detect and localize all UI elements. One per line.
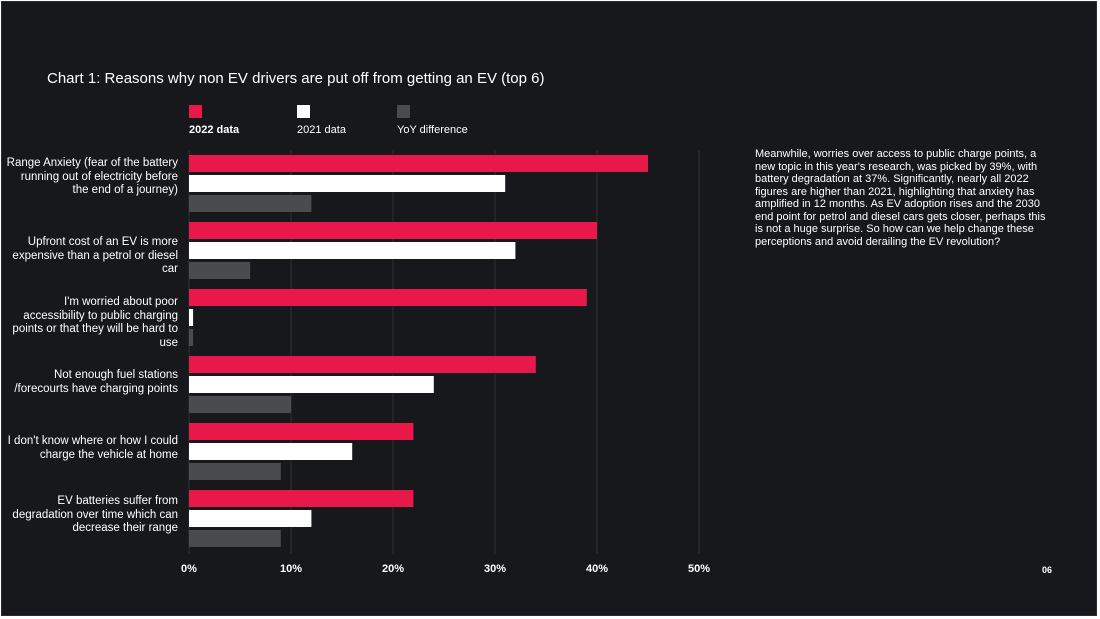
legend-label-2022: 2022 data [189, 124, 240, 136]
bar-2021 [189, 175, 506, 192]
legend-label-yoy: YoY difference [397, 124, 468, 136]
category-label-battery-degradation: EV batteries suffer from degradation ove… [12, 495, 178, 534]
bar-2021 [189, 309, 194, 326]
x-tick-label: 10% [280, 563, 302, 575]
legend-swatch-2021 [297, 105, 310, 118]
legend-swatch-yoy [397, 105, 410, 118]
bar-yoy [189, 530, 281, 547]
x-axis-ticks: 0% 10% 20% 30% 40% 50% [181, 563, 710, 575]
bars [189, 155, 648, 547]
legend-swatch-2022 [189, 105, 202, 118]
bar-2022 [189, 289, 587, 306]
bar-2021 [189, 376, 434, 393]
bar-yoy [189, 396, 291, 413]
x-tick-label: 20% [382, 563, 404, 575]
x-tick-label: 30% [484, 563, 506, 575]
bar-yoy [189, 329, 194, 346]
bar-2022 [189, 423, 414, 440]
x-tick-label: 40% [586, 563, 608, 575]
legend-item-2021: 2021 data [297, 105, 346, 136]
page-number: 06 [1042, 565, 1053, 575]
bar-2022 [189, 222, 597, 239]
category-label-public-charging: I'm worried about poor accessibility to … [12, 296, 178, 349]
category-label-range-anxiety: Range Anxiety (fear of the battery runni… [6, 157, 178, 196]
legend-item-yoy: YoY difference [397, 105, 468, 136]
bar-yoy [189, 463, 281, 480]
category-label-home-charging: I don't know where or how I could charge… [7, 435, 178, 461]
legend-label-2021: 2021 data [297, 124, 346, 136]
category-label-upfront-cost: Upfront cost of an EV is more expensive … [12, 236, 178, 275]
body-text: Meanwhile, worries over access to public… [755, 148, 1046, 248]
legend-item-2022: 2022 data [189, 105, 239, 136]
gridlines [188, 150, 700, 554]
bar-yoy [189, 262, 251, 279]
bar-2022 [189, 490, 414, 507]
x-tick-label: 50% [688, 563, 710, 575]
bar-2021 [189, 443, 353, 460]
bar-2021 [189, 510, 312, 527]
bar-2022 [189, 356, 536, 373]
bar-yoy [189, 195, 312, 212]
chart-title: Chart 1: Reasons why non EV drivers are … [47, 70, 545, 87]
bar-2022 [189, 155, 648, 172]
x-tick-label: 0% [181, 563, 197, 575]
category-label-fuel-stations: Not enough fuel stations /forecourts hav… [14, 369, 178, 395]
bar-2021 [189, 242, 516, 259]
